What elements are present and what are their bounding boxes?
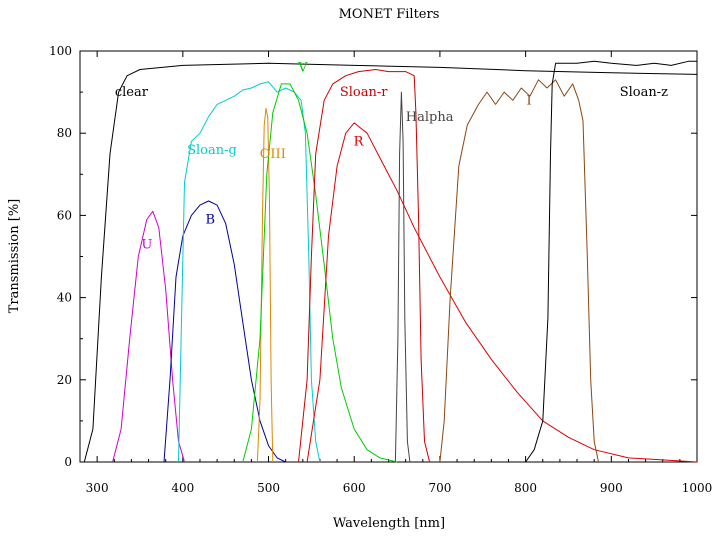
y-tick-label: 80 <box>57 126 72 140</box>
x-tick-label: 400 <box>171 481 194 495</box>
series-labels: clear U B Sloan-g OIII V Sloan-r R Halpha I Sloan-… <box>115 61 668 253</box>
x-ticks: 300 400 500 600 700 800 900 1000 <box>79 51 713 495</box>
series-label-v: V <box>297 61 308 76</box>
series-label-r: R <box>354 135 365 150</box>
plot-frame <box>79 50 698 463</box>
y-tick-label: 0 <box>64 455 72 469</box>
x-tick-label: 600 <box>343 481 366 495</box>
x-tick-label: 900 <box>600 481 623 495</box>
series-line-sloan-g <box>178 81 321 463</box>
series-lines <box>83 60 698 463</box>
series-label-halpha: Halpha <box>406 110 454 125</box>
series-line-sloan-r <box>298 69 431 463</box>
series-line-u <box>112 210 185 463</box>
series-label-i: I <box>526 93 531 108</box>
series-line-b <box>163 200 286 463</box>
x-tick-label: 700 <box>428 481 451 495</box>
y-tick-label: 100 <box>49 44 72 58</box>
series-label-oiii: OIII <box>260 147 286 162</box>
series-label-u: U <box>141 237 152 252</box>
y-tick-label: 20 <box>57 373 72 387</box>
series-line-halpha <box>394 91 411 463</box>
series-line-sloan-z <box>525 60 697 463</box>
series-line-i <box>439 79 599 463</box>
chart-title: MONET Filters <box>339 7 440 22</box>
y-tick-label: 40 <box>57 291 72 305</box>
series-label-b: B <box>205 213 215 228</box>
x-axis-label: Wavelength [nm] <box>333 516 445 531</box>
y-tick-label: 60 <box>57 208 72 222</box>
series-label-sloan-r: Sloan-r <box>340 85 388 100</box>
series-line-clear <box>83 62 698 463</box>
series-line-r <box>306 122 698 463</box>
series-label-sloan-z: Sloan-z <box>620 85 668 100</box>
x-tick-label: 1000 <box>682 481 713 495</box>
series-label-clear: clear <box>115 85 149 100</box>
x-tick-label: 800 <box>514 481 537 495</box>
y-ticks: 0 20 40 60 80 100 <box>49 44 697 469</box>
series-label-sloan-g: Sloan-g <box>187 143 237 158</box>
series-line-v <box>242 83 398 463</box>
y-axis-label: Transmission [%] <box>7 199 22 314</box>
series-line-oiii <box>256 108 274 463</box>
x-tick-label: 500 <box>257 481 280 495</box>
x-tick-label: 300 <box>86 481 109 495</box>
